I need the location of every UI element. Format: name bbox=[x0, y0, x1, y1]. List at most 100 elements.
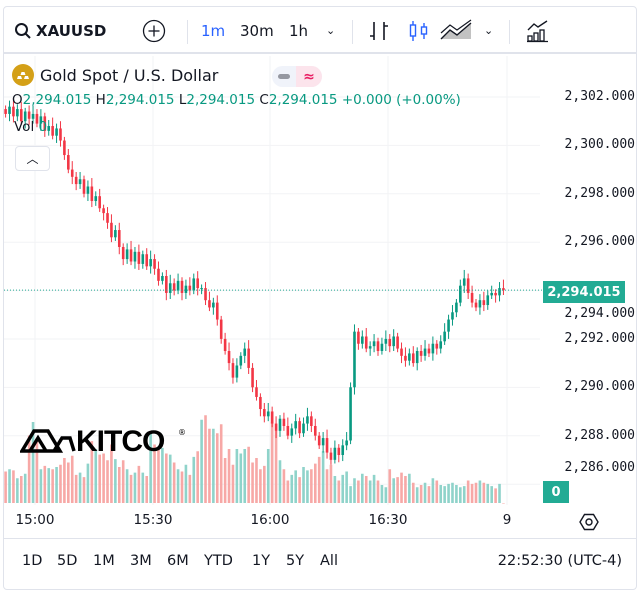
candle-body bbox=[266, 411, 270, 417]
candles-chart-type-button[interactable] bbox=[408, 7, 430, 54]
candle-body bbox=[263, 409, 266, 417]
compare-button[interactable] bbox=[142, 7, 166, 54]
volume-bar bbox=[337, 480, 341, 503]
candle-body bbox=[274, 423, 278, 431]
volume-bar bbox=[31, 422, 35, 503]
candle-body bbox=[4, 109, 7, 114]
volume-bar bbox=[466, 480, 470, 503]
candle-body bbox=[290, 428, 294, 436]
volume-bar bbox=[502, 503, 505, 504]
candle-body bbox=[227, 350, 231, 364]
divider bbox=[187, 20, 188, 44]
candle-body bbox=[70, 169, 74, 177]
candle-body bbox=[466, 278, 470, 293]
candle-body bbox=[157, 268, 160, 281]
symbol-search-button[interactable]: XAUUSD bbox=[14, 7, 106, 54]
candle-body bbox=[23, 111, 27, 122]
volume-bar bbox=[55, 467, 58, 503]
volume-bar bbox=[39, 469, 43, 503]
price-axis-label: 2,286.000 bbox=[564, 460, 635, 475]
clock-timezone[interactable]: 22:52:30 (UTC-4) bbox=[497, 553, 622, 569]
candle-body bbox=[86, 186, 90, 194]
candle-body bbox=[306, 416, 309, 424]
range-button-5d[interactable]: 5D bbox=[57, 553, 78, 569]
time-axis-label: 9 bbox=[502, 512, 512, 528]
volume-bar bbox=[43, 465, 47, 503]
candle-body bbox=[478, 300, 482, 308]
candle-body bbox=[388, 338, 392, 347]
candle-body bbox=[121, 246, 125, 260]
close-label: C bbox=[259, 92, 269, 108]
range-button-1d[interactable]: 1D bbox=[22, 553, 43, 569]
candle-body bbox=[27, 111, 31, 119]
bars-chart-type-button[interactable] bbox=[368, 7, 390, 54]
volume-bar bbox=[125, 469, 129, 503]
candle-body bbox=[498, 288, 501, 296]
candle-body bbox=[337, 447, 341, 456]
candle-body bbox=[196, 278, 199, 289]
volume-bar bbox=[470, 483, 474, 503]
chart-type-dropdown-chevron-icon[interactable]: ⌄ bbox=[484, 24, 494, 37]
candle-body bbox=[165, 276, 168, 293]
candle-body bbox=[212, 302, 215, 308]
volume-bar bbox=[27, 435, 31, 503]
area-chart-type-button[interactable] bbox=[440, 7, 474, 54]
interval-1m[interactable]: 1m bbox=[201, 21, 226, 40]
volume-bar bbox=[102, 453, 105, 503]
candles-icon bbox=[409, 20, 428, 41]
symbol-legend: Gold Spot / U.S. Dollar bbox=[12, 64, 218, 86]
candle-body bbox=[94, 196, 98, 202]
open-value: 2,294.015 bbox=[22, 92, 92, 108]
candle-body bbox=[59, 128, 62, 141]
indicators-button[interactable] bbox=[526, 7, 550, 54]
interval-30m[interactable]: 30m bbox=[240, 21, 274, 40]
interval-dropdown-chevron-icon[interactable]: ⌄ bbox=[326, 24, 336, 37]
candle-body bbox=[353, 331, 356, 388]
candle-body bbox=[251, 367, 254, 388]
range-button-1m[interactable]: 1M bbox=[93, 553, 115, 569]
volume-bar bbox=[372, 474, 376, 503]
candle-body bbox=[364, 336, 368, 349]
area-chart-icon bbox=[440, 19, 472, 39]
range-button-1y[interactable]: 1Y bbox=[252, 553, 271, 569]
candle-body bbox=[125, 249, 129, 260]
plus-circle-icon bbox=[142, 19, 166, 42]
candle-body bbox=[384, 338, 388, 344]
volume-bar bbox=[310, 469, 313, 503]
volume-bar bbox=[317, 456, 321, 503]
indicators-icon bbox=[527, 19, 548, 42]
candle-body bbox=[439, 341, 443, 349]
collapse-legend-button[interactable]: ︿ bbox=[15, 146, 50, 171]
candle-body bbox=[161, 276, 164, 281]
range-button-3m[interactable]: 3M bbox=[130, 553, 152, 569]
range-button-all[interactable]: All bbox=[320, 553, 338, 569]
hide-legend-button[interactable] bbox=[272, 66, 296, 87]
candle-body bbox=[51, 126, 54, 136]
range-button-5y[interactable]: 5Y bbox=[286, 553, 305, 569]
volume-bar bbox=[415, 487, 419, 503]
candle-body bbox=[63, 140, 66, 156]
chart-settings-button[interactable] bbox=[579, 512, 599, 536]
candle-body bbox=[172, 283, 176, 291]
candle-body bbox=[16, 109, 19, 117]
volume-bar bbox=[223, 458, 227, 503]
candle-body bbox=[298, 421, 301, 434]
candle-body bbox=[55, 128, 58, 136]
approx-icon[interactable]: ≈ bbox=[296, 66, 322, 87]
candle-body bbox=[341, 445, 345, 456]
candle-body bbox=[208, 300, 211, 308]
range-button-ytd[interactable]: YTD bbox=[204, 553, 233, 569]
interval-1h[interactable]: 1h bbox=[289, 21, 309, 40]
candle-body bbox=[235, 365, 239, 378]
candle-body bbox=[219, 319, 223, 339]
candle-body bbox=[215, 302, 219, 320]
range-button-6m[interactable]: 6M bbox=[167, 553, 189, 569]
volume-bar bbox=[357, 480, 360, 503]
volume-bar bbox=[361, 473, 364, 503]
volume-bar bbox=[70, 455, 74, 503]
volume-bar bbox=[114, 459, 117, 503]
candle-body bbox=[459, 285, 462, 303]
volume-bar bbox=[486, 483, 490, 503]
volume-bar bbox=[274, 431, 278, 503]
